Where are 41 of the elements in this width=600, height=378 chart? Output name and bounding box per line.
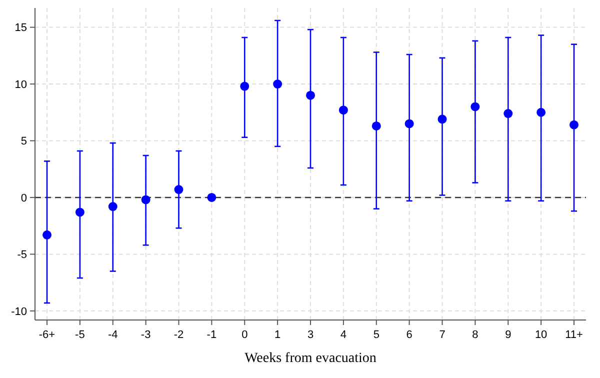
x-tick-label: -3 [140,329,151,341]
x-tick-label: 1 [274,329,281,341]
y-tick-label: 0 [20,192,27,204]
point [438,114,447,124]
y-tick-label: 10 [14,78,27,91]
point [141,195,150,204]
x-tick-label: -6+ [38,329,56,341]
x-tick-label: 4 [340,329,346,341]
x-tick-label: -1 [206,329,217,341]
point [404,119,414,128]
point [338,106,348,115]
x-tick-label: 7 [439,329,446,341]
x-tick-label: -4 [108,329,118,341]
point [372,121,381,130]
x-tick-label: 0 [242,329,248,341]
x-tick-label: 3 [307,329,314,341]
x-axis-title: Weeks from evacuation [244,351,376,366]
x-tick-label: 6 [406,329,412,341]
x-tick-label: 5 [373,329,380,341]
x-tick-label: 8 [472,329,478,341]
point [240,82,250,91]
point [108,202,118,212]
point [75,208,84,217]
point [570,120,578,130]
y-tick-label: -10 [11,306,27,318]
point [504,109,513,118]
point [42,230,52,240]
x-tick-label: 9 [505,329,512,341]
x-tick-label: -5 [75,329,85,341]
x-tick-label: -2 [174,329,184,341]
point [207,192,216,202]
x-tick-label: 10 [534,329,548,341]
point [273,80,282,89]
y-tick-label: -5 [17,249,27,262]
y-tick-label: 5 [20,136,27,148]
point [174,185,184,194]
point [306,90,315,100]
point [470,102,480,112]
x-tick-label: 11+ [565,329,583,341]
y-tick-label: 15 [14,22,27,34]
point [536,108,546,117]
